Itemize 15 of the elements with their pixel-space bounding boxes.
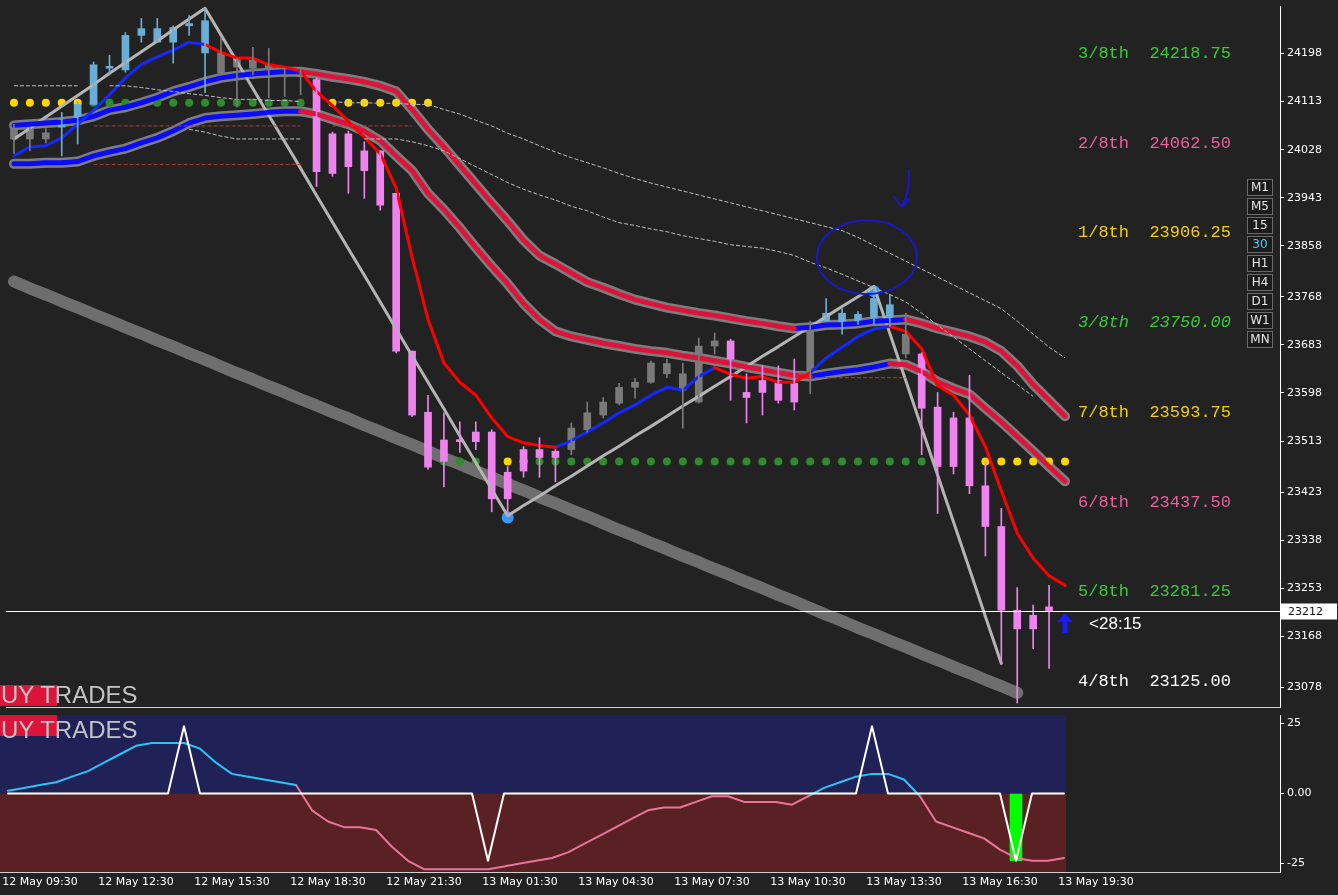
x-tick-label: 13 May 07:30 (674, 875, 750, 889)
x-tick-label: 12 May 09:30 (2, 875, 78, 889)
y-tick-label: -25 (1287, 856, 1305, 870)
x-tick-label: 12 May 21:30 (386, 875, 462, 889)
x-tick-label: 13 May 04:30 (578, 875, 654, 889)
x-tick-label: 13 May 16:30 (962, 875, 1038, 889)
x-tick-label: 13 May 13:30 (866, 875, 942, 889)
x-tick-label: 13 May 10:30 (770, 875, 846, 889)
y-tick-label: 25 (1287, 716, 1301, 730)
y-tick-label: 0.00 (1287, 786, 1312, 800)
x-tick-label: 12 May 18:30 (290, 875, 366, 889)
x-tick-label: 13 May 01:30 (482, 875, 558, 889)
x-tick-label: 13 May 19:30 (1058, 875, 1134, 889)
x-tick-label: 12 May 12:30 (98, 875, 174, 889)
x-tick-label: 12 May 15:30 (194, 875, 270, 889)
